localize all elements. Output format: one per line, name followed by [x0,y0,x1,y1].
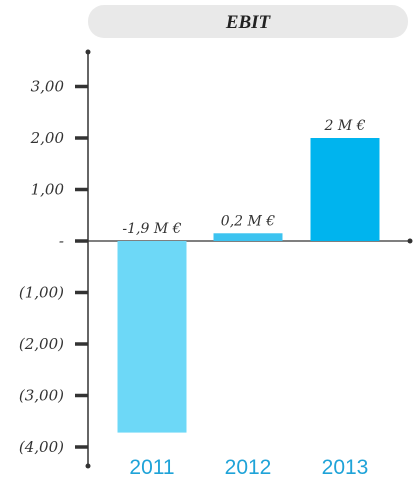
data-label-2013: 2 M € [323,118,365,134]
y-axis-top-dot [85,49,91,55]
y-tick-label: (3,00) [19,387,64,405]
data-label-2012: 0,2 M € [221,213,276,229]
category-labels: 2011 2012 2013 [129,456,368,479]
bar-2013 [310,138,380,241]
y-axis: 3,00 2,00 1,00 - (1,00) (2,00) (3,00) (4,00) [19,49,91,469]
y-axis-bottom-dot [85,463,91,469]
y-tick-label: 1,00 [31,181,65,199]
category-label-2011: 2011 [129,456,174,479]
y-tick-label: (4,00) [19,438,64,456]
x-axis-end-dot [407,238,413,244]
y-tick-label: - [59,232,64,250]
category-label-2012: 2012 [225,456,272,479]
bar-2011 [117,241,187,433]
y-tick-label: (2,00) [19,335,64,353]
bar-2012 [213,233,283,241]
chart-title: EBIT [225,12,272,33]
bars [117,138,380,433]
y-tick-label: 2,00 [30,129,65,147]
y-tick-label: (1,00) [19,284,64,302]
y-tick-label: 3,00 [31,78,65,96]
chart-title-box [88,5,408,38]
category-label-2013: 2013 [322,456,369,479]
data-label-2011: -1,9 M € [122,221,181,237]
data-labels: -1,9 M € 0,2 M € 2 M € [122,118,365,237]
